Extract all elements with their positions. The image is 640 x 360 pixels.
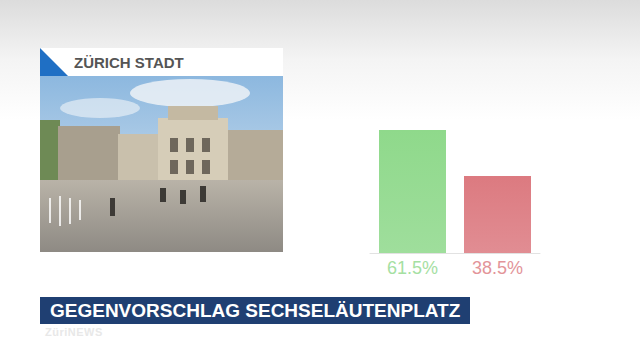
svg-text:61.5%: 61.5%	[387, 258, 438, 278]
html-text:ZÜRICH STADT: ZÜRICH STADT	[74, 54, 184, 71]
html-text:ZüriNEWS: ZüriNEWS	[45, 326, 103, 338]
html-text:GEGENVORSCHLAG SECHSELÄUTENPLA: GEGENVORSCHLAG SECHSELÄUTENPLATZ	[50, 300, 461, 321]
svg-text:38.5%: 38.5%	[472, 258, 523, 278]
